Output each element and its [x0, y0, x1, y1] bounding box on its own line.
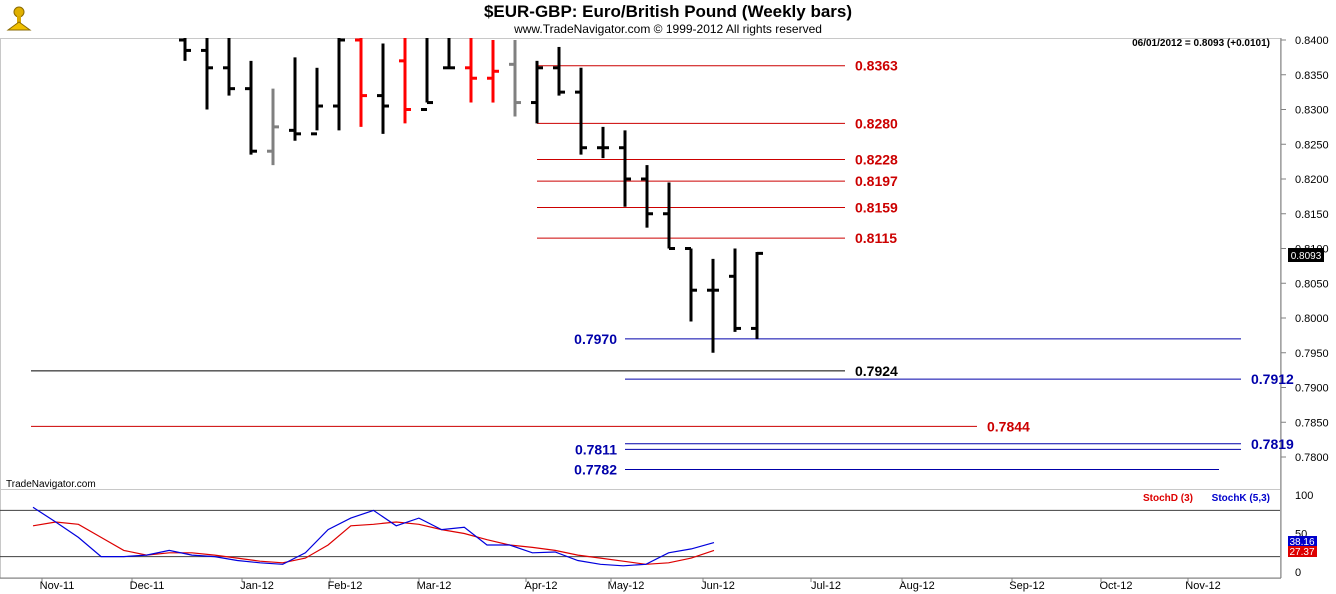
ohlc-bar — [707, 258, 719, 353]
ohlc-bar — [553, 46, 565, 96]
level-label-0.8115: 0.8115 — [855, 230, 897, 246]
levels-layer: 0.8363 0.8280 0.8228 0.8197 0.8159 0.8115 0.79… — [31, 58, 1294, 478]
current-price-tag-box — [1288, 248, 1324, 262]
time-tick-label: Oct-12 — [1099, 580, 1132, 592]
ohlc-bar — [597, 126, 609, 159]
level-label-0.8197: 0.8197 — [855, 173, 898, 189]
ohlc-bar — [399, 38, 411, 124]
ohlc-bar — [377, 43, 389, 134]
ohlc-bar — [179, 38, 191, 61]
chart-title: $EUR-GBP: Euro/British Pound (Weekly bar… — [483, 2, 853, 21]
stochk-value: 38.16 — [1289, 537, 1314, 548]
time-axis-labels: Nov-11 Dec-11 Jan-12 Feb-12 Mar-12 Apr-12 May-… — [40, 578, 1221, 592]
ohlc-bar — [575, 67, 587, 155]
time-tick-label: Jan-12 — [240, 580, 274, 592]
ohlc-bar — [531, 60, 543, 124]
ohlc-bar — [751, 251, 763, 339]
level-label-0.7782: 0.7782 — [574, 462, 617, 478]
ohlc-bar — [443, 38, 455, 70]
time-tick-label: Apr-12 — [524, 580, 557, 592]
time-tick-label: Jul-12 — [811, 580, 841, 592]
level-label-0.7924: 0.7924 — [855, 363, 898, 379]
stochk-value-box — [1288, 536, 1317, 547]
ohlc-bar — [267, 88, 279, 166]
chart-subtitle: www.TradeNavigator.com © 1999-2012 All r… — [514, 22, 822, 36]
price-tick-label: 0.7900 — [1295, 383, 1329, 395]
time-tick-label: Dec-11 — [130, 580, 165, 592]
ohlc-bar — [663, 182, 675, 250]
level-label-0.8280: 0.8280 — [855, 115, 898, 131]
ohlc-bar — [421, 38, 433, 111]
ohlc-bar — [487, 40, 499, 103]
level-label-0.8159: 0.8159 — [855, 199, 898, 215]
ohlc-bar — [223, 38, 235, 96]
bars-layer — [179, 38, 763, 353]
price-tick-label: 0.8000 — [1295, 313, 1329, 325]
level-label-0.7970: 0.7970 — [574, 331, 617, 347]
level-label-0.8363: 0.8363 — [855, 58, 898, 74]
time-tick-label: Sep-12 — [1009, 580, 1044, 592]
price-tick-label: 0.8300 — [1295, 105, 1329, 117]
price-tick-label: 0.8350 — [1295, 70, 1329, 82]
price-tick-label: 0.8150 — [1295, 209, 1329, 221]
level-label-0.7819: 0.7819 — [1251, 436, 1294, 452]
stochd-value: 27.37 — [1289, 547, 1314, 558]
stoch-tick-label: 100 — [1295, 490, 1313, 502]
price-tick-label: 0.8400 — [1295, 35, 1329, 47]
ohlc-bar — [311, 67, 323, 136]
price-tick-label: 0.8200 — [1295, 174, 1329, 186]
ohlc-bar — [619, 130, 631, 207]
ohlc-bar — [333, 38, 345, 131]
level-label-0.7844: 0.7844 — [987, 418, 1030, 434]
stochd-legend: StochD (3) — [1143, 493, 1193, 504]
price-pane-frame — [0, 38, 1281, 490]
price-tick-label: 0.7800 — [1295, 452, 1329, 464]
time-tick-label: Mar-12 — [417, 580, 452, 592]
ohlc-bar — [289, 57, 301, 141]
stochd-value-box — [1288, 546, 1317, 557]
ohlc-bar — [201, 38, 213, 110]
level-label-0.7811: 0.7811 — [575, 441, 617, 457]
current-price-tag: 0.8093 — [1291, 251, 1322, 262]
quote-readout: 06/01/2012 = 0.8093 (+0.0101) — [1132, 38, 1270, 49]
ohlc-bar — [509, 40, 521, 117]
price-tick-label: 0.8050 — [1295, 278, 1329, 290]
ohlc-bar — [355, 38, 367, 127]
price-tick-label: 0.7950 — [1295, 348, 1329, 360]
time-tick-label: Nov-12 — [1185, 580, 1220, 592]
ohlc-bar — [245, 60, 257, 155]
price-tick-label: 0.8250 — [1295, 139, 1329, 151]
price-tick-label: 0.7850 — [1295, 417, 1329, 429]
stochd-line — [32, 521, 715, 565]
time-tick-label: Jun-12 — [701, 580, 735, 592]
time-tick-label: Aug-12 — [899, 580, 934, 592]
level-label-0.8228: 0.8228 — [855, 152, 898, 168]
ohlc-bar — [641, 165, 653, 228]
time-tick-label: Feb-12 — [328, 580, 363, 592]
ohlc-bar — [685, 247, 697, 322]
ohlc-bar — [729, 248, 741, 332]
time-tick-label: Nov-11 — [40, 580, 75, 592]
watermark: TradeNavigator.com — [6, 479, 96, 490]
stochk-legend: StochK (5,3) — [1212, 493, 1270, 504]
trade-navigator-logo-icon — [6, 6, 32, 31]
time-tick-label: May-12 — [608, 580, 645, 592]
level-label-0.7912: 0.7912 — [1251, 371, 1294, 387]
stochk-line — [32, 506, 715, 567]
stoch-tick-label: 0 — [1295, 567, 1301, 579]
ohlc-bar — [465, 38, 477, 103]
